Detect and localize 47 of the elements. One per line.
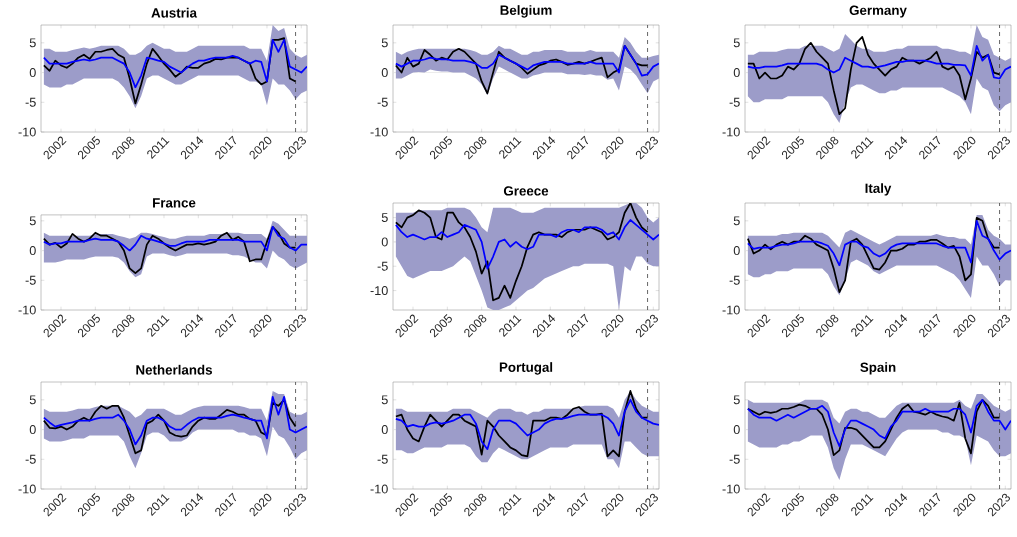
y-tick-label: 0 [733, 246, 740, 256]
y-tick-label: 5 [381, 395, 388, 405]
y-tick-label: -10 [18, 127, 36, 137]
y-tick-label: 0 [381, 425, 388, 435]
y-tick-label: -5 [377, 97, 388, 107]
chart-title: Belgium [500, 5, 552, 18]
y-tick-label: 0 [733, 68, 740, 78]
chart-title: Germany [849, 5, 907, 18]
chart-title: Netherlands [136, 364, 212, 375]
chart-title: France [153, 198, 196, 208]
chart-title: Austria [151, 7, 198, 18]
y-tick-label: -10 [370, 127, 388, 137]
chart-title: Spain [860, 362, 896, 375]
y-tick-label: 5 [733, 38, 740, 48]
y-tick-label: 5 [733, 216, 740, 226]
y-tick-label: -10 [722, 127, 740, 137]
y-tick-label: -5 [377, 454, 388, 464]
y-tick-label: 5 [381, 38, 388, 48]
y-tick-label: -10 [370, 484, 388, 494]
y-tick-label: 5 [29, 216, 36, 226]
y-tick-label: -10 [18, 484, 36, 494]
y-tick-label: 5 [381, 213, 388, 223]
y-tick-label: -5 [729, 454, 740, 464]
y-tick-label: -10 [722, 484, 740, 494]
y-tick-label: 0 [29, 425, 36, 435]
y-tick-label: -10 [370, 286, 388, 296]
y-tick-label: -5 [25, 275, 36, 285]
chart-title: Italy [865, 183, 892, 196]
y-tick-label: -5 [377, 261, 388, 271]
line-series [43, 225, 297, 275]
y-tick-label: -10 [722, 305, 740, 315]
chart-title: Portugal [499, 362, 553, 375]
y-tick-label: 0 [29, 68, 36, 78]
y-tick-label: 0 [733, 425, 740, 435]
y-tick-label: -5 [729, 97, 740, 107]
y-tick-label: -5 [25, 454, 36, 464]
y-tick-label: 0 [381, 237, 388, 247]
y-tick-label: -10 [18, 305, 36, 315]
y-tick-label: 0 [29, 246, 36, 256]
y-tick-label: -5 [25, 97, 36, 107]
y-tick-label: 5 [29, 38, 36, 48]
y-tick-label: 5 [733, 395, 740, 405]
y-tick-label: 5 [29, 395, 36, 405]
chart-title: Greece [503, 186, 549, 196]
line-series [746, 36, 1001, 116]
y-tick-label: 0 [381, 68, 388, 78]
y-tick-label: -5 [729, 275, 740, 285]
